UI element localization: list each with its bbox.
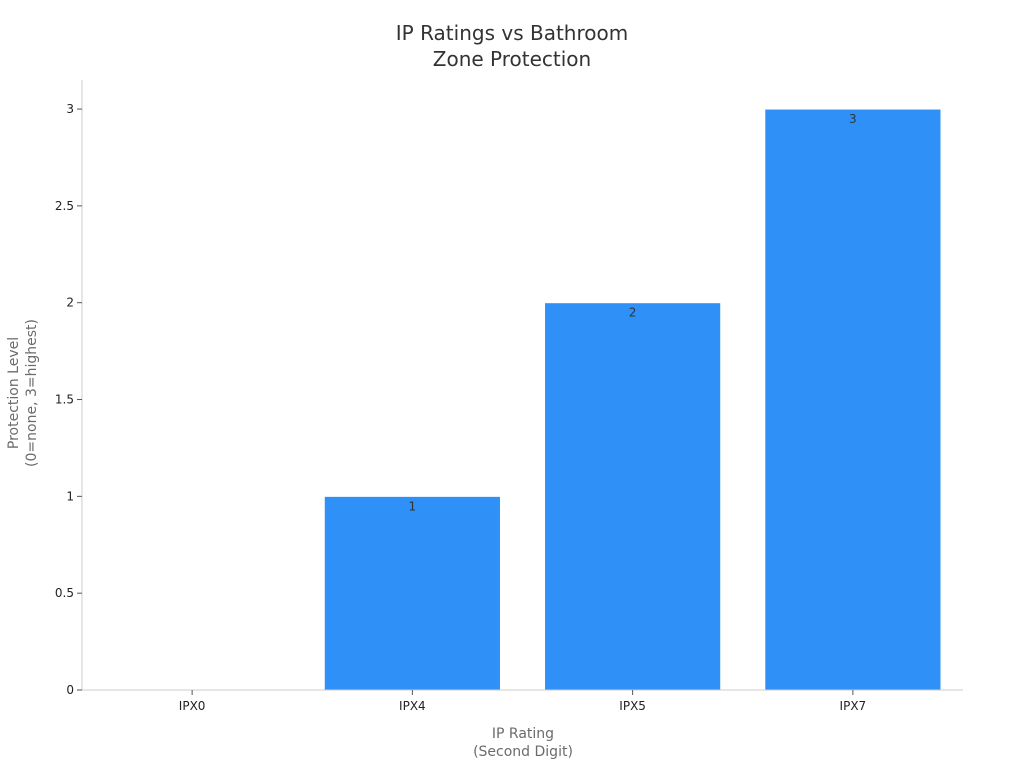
data-label-ipx7: 3 bbox=[849, 112, 857, 126]
chart-title: IP Ratings vs Bathroom Zone Protection bbox=[396, 21, 628, 71]
data-label-ipx4: 1 bbox=[409, 499, 417, 513]
x-tick-label-ipx0: IPX0 bbox=[179, 699, 206, 713]
bar-ipx5 bbox=[544, 302, 722, 691]
bar-ipx7 bbox=[764, 108, 942, 691]
y-tick-label-0: 0 bbox=[66, 683, 74, 697]
x-tick-label-ipx7: IPX7 bbox=[840, 699, 867, 713]
chart-title-line-2: Zone Protection bbox=[433, 47, 591, 71]
x-axis-label: IP Rating (Second Digit) bbox=[473, 726, 573, 760]
y-axis-label-line-2: (0=none, 3=highest) bbox=[24, 319, 40, 467]
x-axis-label-line-2: (Second Digit) bbox=[473, 744, 573, 760]
x-tick-label-ipx5: IPX5 bbox=[619, 699, 646, 713]
y-axis-label-line-1: Protection Level bbox=[6, 337, 22, 449]
y-tick-label-4: 2 bbox=[66, 296, 74, 310]
y-axis-label: Protection Level (0=none, 3=highest) bbox=[6, 319, 40, 467]
x-axis-label-line-1: IP Rating bbox=[492, 726, 554, 742]
y-tick-label-2: 1 bbox=[66, 489, 74, 503]
y-tick-label-6: 3 bbox=[66, 102, 74, 116]
data-label-ipx5: 2 bbox=[629, 306, 637, 320]
data-labels: 1 2 3 bbox=[409, 112, 857, 513]
y-tick-label-1: 0.5 bbox=[55, 586, 74, 600]
y-ticks: 0 0.5 1 1.5 2 2.5 3 bbox=[55, 102, 82, 697]
bar-ipx4 bbox=[323, 495, 501, 691]
chart-title-line-1: IP Ratings vs Bathroom bbox=[396, 21, 628, 45]
bars bbox=[323, 108, 942, 691]
x-ticks: IPX0 IPX4 IPX5 IPX7 bbox=[179, 690, 866, 713]
y-tick-label-5: 2.5 bbox=[55, 199, 74, 213]
y-tick-label-3: 1.5 bbox=[55, 393, 74, 407]
x-tick-label-ipx4: IPX4 bbox=[399, 699, 426, 713]
